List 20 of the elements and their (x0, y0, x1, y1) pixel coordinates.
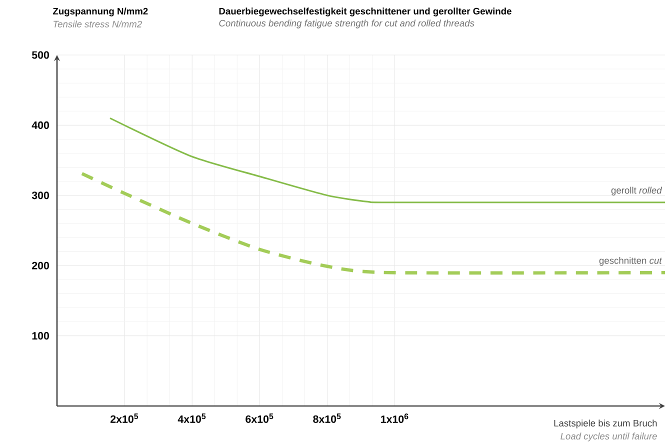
y-tick-label: 300 (32, 192, 50, 200)
text: Tensile stress N/mm2 (54, 20, 142, 28)
y-tick-label: 500 (32, 51, 50, 59)
y-tick-label: 400 (32, 121, 50, 129)
y-axis-title: Zugspannung N/mm2 (52, 8, 148, 16)
chart-title: Dauerbiegewechselfestigkeit geschnittener und gerollter Gewinde (219, 8, 512, 16)
x-tick-label: 2x10$^{5}$ (110, 414, 138, 423)
x-tick-label: 4x10$^{5}$ (178, 414, 206, 423)
line-series (109, 117, 666, 204)
y-tick-label: 100 (32, 332, 50, 340)
chart-subtitle: Continuous bending fatigue strength for cut and rolled threads (219, 20, 474, 28)
x-tick-label: 1x10$^{6}$ (381, 414, 408, 424)
text: Load cycles until failure (560, 432, 657, 442)
line-series (80, 172, 666, 275)
y-tick-label: 200 (32, 262, 50, 270)
x-axis-title: Lastspiele bis zum Bruch (554, 420, 657, 428)
x-tick-label: 6x10$^{5}$ (246, 414, 274, 423)
x-tick-label: 8x10$^{5}$ (313, 414, 341, 423)
series-label: gerollt rolled (611, 186, 662, 196)
series-label: geschnitten cut (599, 257, 662, 266)
